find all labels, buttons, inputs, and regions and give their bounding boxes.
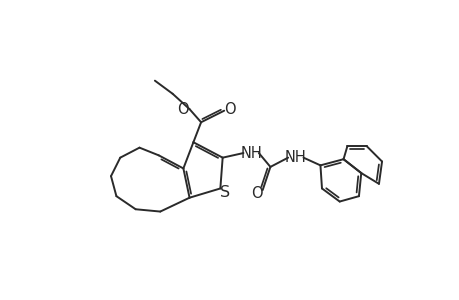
Text: S: S (219, 185, 230, 200)
Text: NH: NH (240, 146, 262, 160)
Text: O: O (250, 186, 262, 201)
Text: NH: NH (284, 150, 306, 165)
Text: O: O (224, 102, 235, 117)
Text: O: O (177, 102, 189, 117)
